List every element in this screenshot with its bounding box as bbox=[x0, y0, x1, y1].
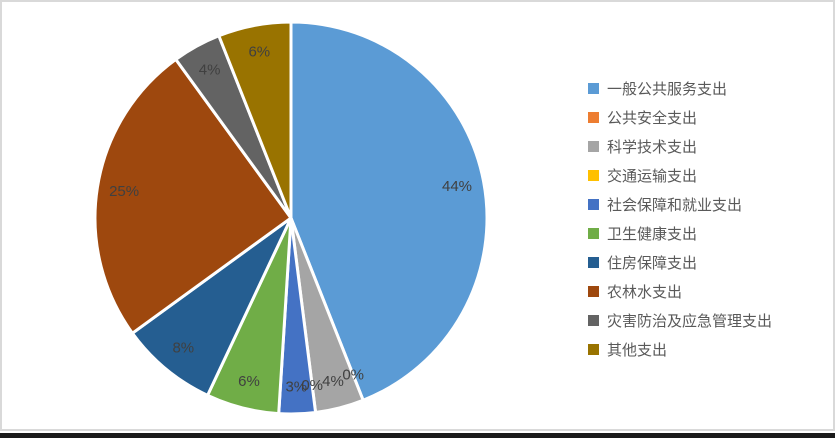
legend: 一般公共服务支出 公共安全支出 科学技术支出 交通运输支出社会保障和就业支出 卫生健康支… bbox=[588, 74, 772, 364]
bottom-divider-bar bbox=[0, 433, 835, 438]
slice-label-3: 4% bbox=[322, 373, 344, 390]
chart-area: 44% 0% 4% 0% 3% 6% 8% 25% 4% 6% bbox=[0, 0, 835, 431]
slice-label-5: 3% bbox=[285, 378, 307, 395]
legend-swatch bbox=[588, 257, 599, 268]
legend-item-1: 一般公共服务支出 bbox=[588, 74, 772, 103]
legend-label: 卫生健康支出 bbox=[607, 226, 698, 243]
legend-label: 科学技术支出 bbox=[607, 139, 698, 156]
legend-item-6: 卫生健康支出 bbox=[588, 219, 772, 248]
legend-item-9: 灾害防治及应急管理支出 bbox=[588, 306, 772, 335]
legend-swatch bbox=[588, 315, 599, 326]
pie-chart: 44%0%4%0%3%6%8%25%4%6% bbox=[93, 20, 489, 416]
pie-slice-10 bbox=[217, 20, 293, 220]
legend-item-4: 交通运输支出 bbox=[588, 161, 772, 190]
slice-label-10: 6% bbox=[248, 44, 270, 61]
legend-label: 公共安全支出 bbox=[607, 110, 698, 127]
legend-label: 灾害防治及应急管理支出 bbox=[607, 313, 773, 330]
slice-label-4: 0% bbox=[301, 377, 323, 394]
legend-swatch bbox=[588, 228, 599, 239]
slice-label-7: 8% bbox=[172, 340, 194, 357]
legend-item-8: 农林水支出 bbox=[588, 277, 772, 306]
legend-label: 住房保障支出 bbox=[607, 255, 698, 272]
slice-label-1: 44% bbox=[442, 178, 472, 195]
legend-swatch bbox=[588, 344, 599, 355]
legend-label: 交通运输支出 bbox=[607, 168, 698, 185]
legend-swatch bbox=[588, 83, 599, 94]
legend-item-2: 公共安全支出 bbox=[588, 103, 772, 132]
slice-label-9: 4% bbox=[199, 61, 221, 78]
legend-item-3: 科学技术支出 bbox=[588, 132, 772, 161]
legend-item-7: 住房保障支出 bbox=[588, 248, 772, 277]
legend-swatch bbox=[588, 199, 599, 210]
legend-label: 农林水支出 bbox=[607, 284, 683, 301]
pie-slice-1 bbox=[289, 20, 489, 402]
pie-slice-8 bbox=[93, 57, 293, 335]
legend-swatch bbox=[588, 141, 599, 152]
legend-swatch bbox=[588, 286, 599, 297]
legend-swatch bbox=[588, 170, 599, 181]
legend-label: 社会保障和就业支出 bbox=[607, 197, 743, 214]
slice-label-8: 25% bbox=[109, 183, 139, 200]
slice-label-6: 6% bbox=[238, 373, 260, 390]
pie-slice-7 bbox=[130, 216, 293, 397]
legend-label: 一般公共服务支出 bbox=[607, 81, 728, 98]
legend-swatch bbox=[588, 112, 599, 123]
legend-label: 其他支出 bbox=[607, 342, 668, 359]
legend-item-5: 社会保障和就业支出 bbox=[588, 190, 772, 219]
slice-label-2: 0% bbox=[342, 367, 364, 384]
legend-item-10: 其他支出 bbox=[588, 335, 772, 364]
